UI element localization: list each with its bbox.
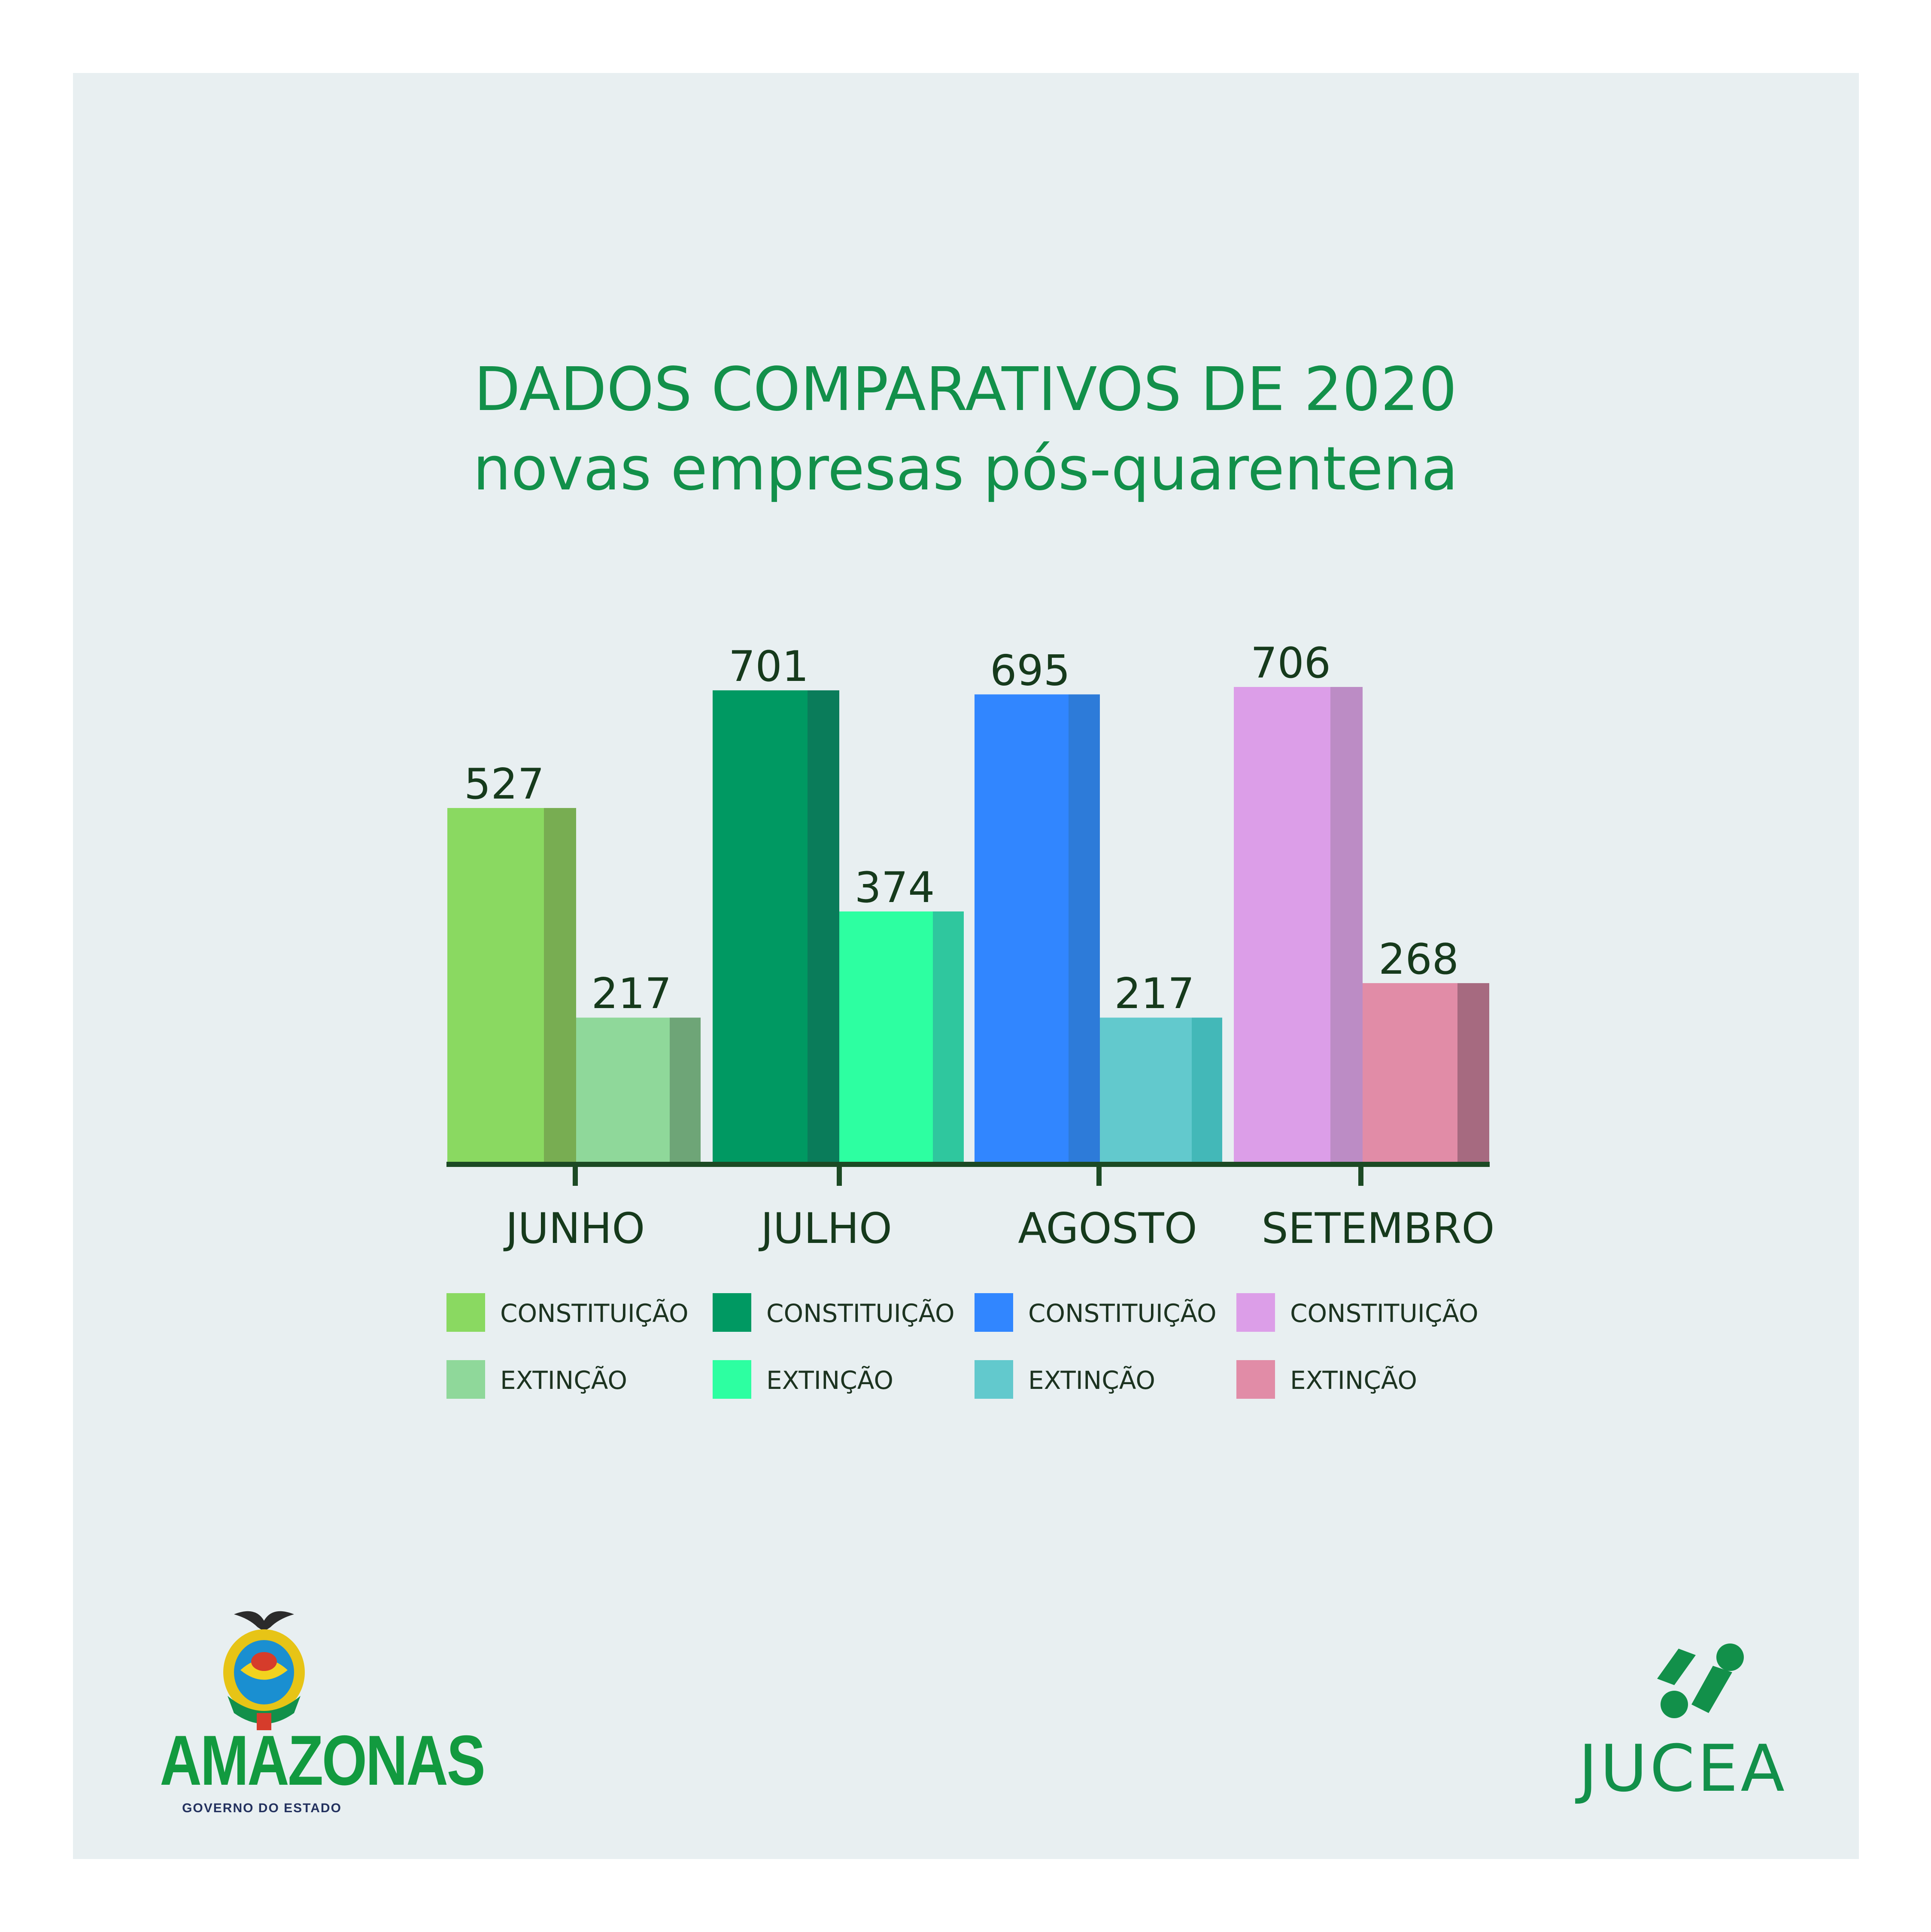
x-tick-label-agosto: AGOSTO: [1018, 1204, 1197, 1253]
bar-face-agosto-extincao: [1100, 1018, 1192, 1164]
bar-face-julho-constituicao: [713, 690, 808, 1164]
amazonas-subtitle: GOVERNO DO ESTADO: [182, 1801, 342, 1815]
bar-face-setembro-constituicao: [1234, 687, 1330, 1164]
bar-face-agosto-constituicao: [975, 694, 1069, 1164]
bar-junho-constituicao: [447, 808, 576, 1164]
legend-label-agosto-extincao: EXTINÇÃO: [1028, 1366, 1156, 1395]
x-tick-label-julho: JULHO: [758, 1204, 892, 1253]
bar-junho-extincao: [576, 1018, 701, 1164]
bar-face-junho-constituicao: [447, 808, 544, 1164]
legend-swatch-julho-constituicao: [713, 1293, 751, 1332]
legend-label-junho-extincao: EXTINÇÃO: [500, 1366, 628, 1395]
bar-setembro-extincao: [1363, 983, 1489, 1164]
chart-title: DADOS COMPARATIVOS DE 2020: [474, 355, 1457, 425]
bar-side-agosto-constituicao: [1069, 694, 1100, 1164]
x-tick-label-junho: JUNHO: [503, 1204, 645, 1253]
legend-label-setembro-extincao: EXTINÇÃO: [1290, 1366, 1418, 1395]
legend-swatch-junho-extincao: [446, 1360, 485, 1399]
legend-swatch-julho-extincao: [713, 1360, 751, 1399]
bar-face-setembro-extincao: [1363, 983, 1457, 1164]
legend-label-setembro-constituicao: CONSTITUIÇÃO: [1290, 1299, 1479, 1328]
bar-side-setembro-extincao: [1457, 983, 1489, 1164]
value-labels-layer: 527 217 701 374 695 217 706 268: [464, 639, 1459, 1018]
legend-swatch-agosto-constituicao: [975, 1293, 1013, 1332]
legend-swatch-setembro-constituicao: [1236, 1293, 1275, 1332]
background-panel: [73, 73, 1859, 1859]
value-label-setembro-extincao: 268: [1378, 935, 1459, 984]
amazonas-wordmark: AMAZONAS: [160, 1721, 486, 1800]
bar-side-junho-constituicao: [544, 808, 576, 1164]
bar-side-julho-constituicao: [808, 690, 839, 1164]
bar-setembro-constituicao: [1234, 687, 1363, 1164]
bar-julho-extincao: [839, 911, 964, 1164]
value-label-agosto-extincao: 217: [1114, 969, 1194, 1018]
bar-side-junho-extincao: [670, 1018, 701, 1164]
jucea-logo-icon: [1657, 1643, 1744, 1718]
bar-side-julho-extincao: [933, 911, 964, 1164]
chart-subtitle: novas empresas pós-quarentena: [473, 434, 1458, 504]
legend-label-agosto-constituicao: CONSTITUIÇÃO: [1028, 1299, 1217, 1328]
legend-label-julho-constituicao: CONSTITUIÇÃO: [766, 1299, 955, 1328]
x-axis-ticks: JUNHO JULHO AGOSTO SETEMBRO: [503, 1164, 1495, 1253]
bar-side-agosto-extincao: [1192, 1018, 1222, 1164]
bar-agosto-extincao: [1100, 1018, 1222, 1164]
x-tick-label-setembro: SETEMBRO: [1262, 1204, 1495, 1253]
bar-side-setembro-constituicao: [1330, 687, 1363, 1164]
jucea-wordmark: JUCEA: [1578, 1732, 1788, 1806]
amazonas-coat-of-arms-icon: [223, 1611, 305, 1730]
value-label-agosto-constituicao: 695: [990, 646, 1070, 695]
value-label-setembro-constituicao: 706: [1251, 639, 1331, 688]
legend-swatch-setembro-extincao: [1236, 1360, 1275, 1399]
bars-layer: [447, 687, 1489, 1164]
bar-face-junho-extincao: [576, 1018, 670, 1164]
legend-swatch-agosto-extincao: [975, 1360, 1013, 1399]
legend-label-junho-constituicao: CONSTITUIÇÃO: [500, 1299, 689, 1328]
chart-title-block: DADOS COMPARATIVOS DE 2020 novas empresa…: [0, 350, 1931, 509]
bar-julho-constituicao: [713, 690, 839, 1164]
value-label-junho-extincao: 217: [591, 969, 671, 1018]
legend-swatch-junho-constituicao: [446, 1293, 485, 1332]
value-label-julho-constituicao: 701: [729, 642, 809, 691]
bar-face-julho-extincao: [839, 911, 933, 1164]
value-label-junho-constituicao: 527: [464, 760, 544, 809]
bar-agosto-constituicao: [975, 694, 1100, 1164]
legend-label-julho-extincao: EXTINÇÃO: [766, 1366, 894, 1395]
value-label-julho-extincao: 374: [854, 863, 935, 912]
